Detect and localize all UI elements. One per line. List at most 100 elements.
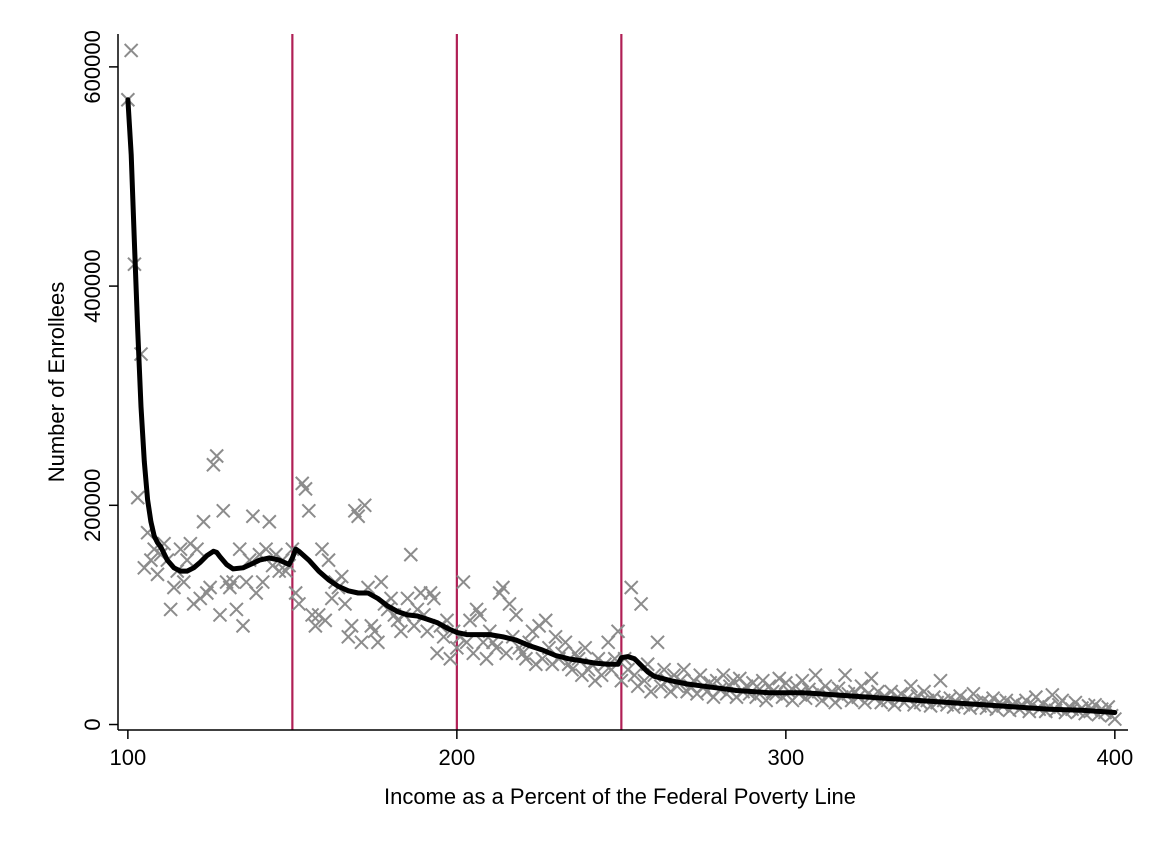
scatter-point bbox=[176, 574, 192, 590]
scatter-point bbox=[229, 602, 244, 617]
scatter-point bbox=[627, 667, 642, 683]
scatter-point bbox=[321, 552, 336, 568]
scatter-point bbox=[403, 547, 419, 562]
y-tick-label: 400000 bbox=[80, 249, 105, 322]
tick-labels: 100 200 300 400 0 200000 400000 600000 bbox=[80, 30, 1133, 770]
scatter-point bbox=[1045, 687, 1060, 703]
scatter-point bbox=[324, 591, 340, 606]
y-tick-label: 200000 bbox=[80, 469, 105, 542]
scatter-point bbox=[216, 503, 231, 518]
scatter-point bbox=[173, 541, 188, 557]
scatter-point bbox=[449, 640, 465, 656]
scatter-point bbox=[650, 635, 665, 650]
scatter-point bbox=[577, 640, 593, 656]
scatter-point bbox=[212, 607, 228, 623]
scatter-point bbox=[693, 667, 708, 683]
scatter-point bbox=[456, 574, 471, 590]
scatter-point bbox=[502, 596, 517, 612]
scatter-point bbox=[258, 541, 274, 557]
scatter-point bbox=[304, 607, 320, 623]
scatter-point bbox=[637, 673, 652, 688]
scatter-point bbox=[166, 580, 182, 595]
scatter-point bbox=[262, 514, 277, 529]
scatter-point bbox=[206, 457, 221, 472]
scatter-point bbox=[772, 671, 787, 686]
scatter-point bbox=[255, 574, 270, 590]
scatter-point bbox=[163, 602, 178, 617]
scatter-point bbox=[344, 618, 359, 634]
scatter-point bbox=[334, 569, 349, 584]
scatter-point bbox=[489, 640, 504, 656]
scatter-point bbox=[758, 693, 774, 708]
scatter-point bbox=[594, 667, 609, 683]
scatter-point bbox=[130, 490, 145, 505]
scatter-point bbox=[795, 673, 810, 688]
scatter-point bbox=[966, 686, 981, 702]
scatter-point bbox=[245, 509, 261, 524]
scatter-point bbox=[429, 646, 445, 661]
scatter-point bbox=[656, 662, 672, 677]
x-tick-label: 100 bbox=[110, 745, 147, 770]
scatter-point bbox=[248, 585, 264, 601]
x-axis-title: Income as a Percent of the Federal Pover… bbox=[384, 784, 856, 809]
scatter-point bbox=[426, 591, 442, 606]
scatter-point bbox=[341, 629, 356, 645]
scatter-point bbox=[837, 667, 853, 683]
scatter-point bbox=[189, 541, 205, 557]
scatter-point bbox=[235, 618, 251, 634]
scatter-point bbox=[420, 624, 435, 639]
scatter-point bbox=[953, 688, 968, 704]
scatter-point bbox=[462, 613, 478, 628]
x-tick-label: 300 bbox=[767, 745, 804, 770]
scatter-point bbox=[202, 580, 218, 595]
scatter-point bbox=[472, 607, 488, 623]
scatter-point bbox=[610, 624, 626, 639]
scatter-point bbox=[209, 448, 224, 464]
scatter-point bbox=[495, 580, 511, 595]
scatter-point bbox=[903, 678, 919, 694]
scatter-point bbox=[308, 618, 323, 634]
scatter-point bbox=[298, 481, 313, 497]
scatter-point bbox=[633, 596, 649, 612]
scatter-point bbox=[538, 613, 553, 628]
fitted-line bbox=[125, 97, 1118, 715]
scatter-point bbox=[291, 596, 307, 612]
scatter-point bbox=[564, 662, 580, 677]
x-tick-label: 400 bbox=[1096, 745, 1133, 770]
axes bbox=[117, 34, 1128, 731]
scatter-point bbox=[1018, 693, 1034, 708]
y-tick-label: 600000 bbox=[80, 30, 105, 103]
scatter-point bbox=[436, 629, 451, 645]
scatter-point bbox=[548, 629, 563, 645]
vertical-threshold-lines bbox=[291, 34, 623, 730]
scatter-point bbox=[288, 585, 303, 601]
scatter-point bbox=[624, 580, 639, 595]
scatter-point bbox=[271, 563, 287, 579]
scatter-point bbox=[354, 635, 369, 650]
scatter-point bbox=[864, 671, 879, 686]
y-axis-title: Number of Enrollees bbox=[44, 282, 69, 483]
scatter-point bbox=[350, 509, 366, 524]
scatter-point bbox=[459, 635, 474, 650]
scatter-point bbox=[393, 624, 409, 639]
scatter-point bbox=[123, 43, 139, 58]
scatter-point bbox=[443, 651, 458, 666]
scatter-point bbox=[916, 684, 932, 699]
scatter-point bbox=[985, 691, 1001, 706]
scatter-point bbox=[150, 567, 165, 582]
scatter-point bbox=[370, 635, 386, 650]
scatter-point bbox=[508, 607, 524, 623]
scatter-point bbox=[518, 651, 534, 666]
x-tick-label: 200 bbox=[439, 745, 476, 770]
scatter-point bbox=[143, 552, 159, 568]
scatter-point bbox=[373, 574, 389, 590]
scatter-point bbox=[318, 613, 333, 628]
scatter-point bbox=[716, 667, 731, 683]
scatter-point bbox=[643, 684, 659, 699]
y-tick-label: 0 bbox=[80, 718, 105, 730]
scatter-point bbox=[933, 673, 948, 688]
fitted-line-group bbox=[125, 97, 1118, 715]
scatter-point bbox=[614, 673, 629, 688]
